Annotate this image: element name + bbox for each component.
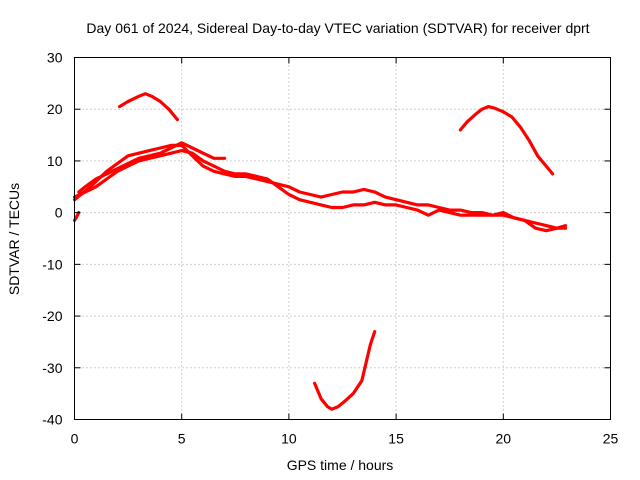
series-midday-dip — [313, 330, 377, 411]
x-tick-label: 0 — [71, 431, 79, 447]
series-band-a — [72, 143, 568, 230]
y-tick-label: 10 — [47, 153, 63, 169]
y-axis-label: SDTVAR / TECUs — [6, 183, 22, 295]
y-tick-label: -20 — [42, 308, 62, 324]
x-tick-label: 20 — [496, 431, 512, 447]
series-band-c — [77, 141, 227, 194]
series-band-b — [72, 149, 568, 233]
x-tick-label: 15 — [388, 431, 404, 447]
series-early-dip — [72, 211, 81, 222]
y-tick-label: 0 — [55, 205, 63, 221]
axes-ticks: 0 5 10 15 20 25 -40 -30 -20 -10 0 10 20 30 — [42, 50, 618, 447]
y-tick-label: -10 — [42, 256, 62, 272]
x-tick-label: 25 — [603, 431, 619, 447]
x-tick-label: 10 — [281, 431, 297, 447]
y-tick-label: 20 — [47, 101, 63, 117]
grid — [74, 57, 611, 420]
y-tick-label: 30 — [47, 50, 63, 66]
series-evening-arc — [458, 105, 555, 176]
y-tick-label: -30 — [42, 360, 62, 376]
y-tick-label: -40 — [42, 412, 62, 428]
series-morning-arc — [117, 92, 179, 122]
x-axis-label: GPS time / hours — [287, 457, 394, 473]
chart-title: Day 061 of 2024, Sidereal Day-to-day VTE… — [86, 20, 589, 36]
x-tick-label: 5 — [178, 431, 186, 447]
plot-frame — [74, 57, 611, 420]
series-layer — [72, 92, 568, 411]
